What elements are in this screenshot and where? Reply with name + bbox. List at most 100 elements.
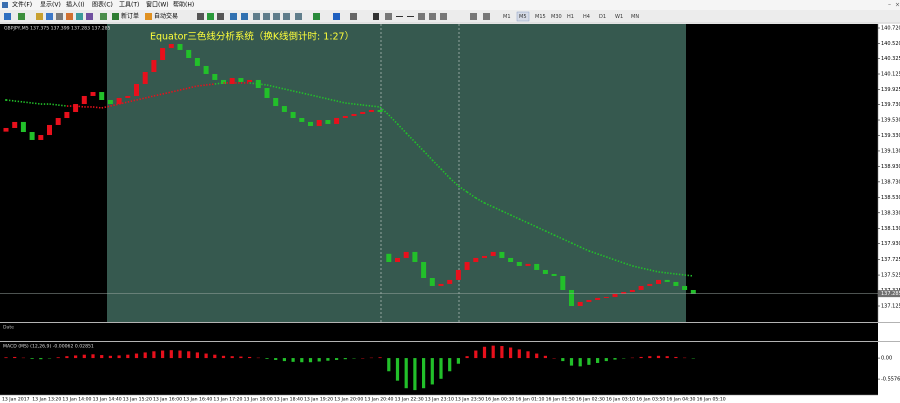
date-label: Date [3, 325, 14, 331]
equator-segment [684, 274, 694, 277]
tool-icon[interactable] [283, 13, 290, 20]
timeframe-button[interactable]: M1 [503, 14, 511, 20]
tool-icon[interactable] [36, 13, 43, 20]
toolbar-icons [4, 13, 490, 20]
timeframe-button[interactable]: H1 [567, 14, 574, 20]
price-axis [878, 24, 900, 322]
auto-trading[interactable]: 自动交易 [154, 12, 178, 20]
macd-bar [587, 358, 591, 365]
app-icon [2, 2, 8, 8]
timeframe-button[interactable]: MN [631, 14, 639, 20]
current-price-label: 137.285 [881, 291, 900, 297]
macd-axis [878, 342, 900, 395]
vline-tool[interactable] [396, 16, 403, 17]
fibo-tool[interactable] [440, 13, 447, 20]
macd-bar [465, 356, 469, 359]
candle-body [334, 118, 340, 124]
cursor-tool[interactable] [373, 13, 379, 20]
auto-trading-icon[interactable] [145, 13, 152, 20]
menu-item[interactable]: 帮助(H) [173, 1, 194, 9]
indicators[interactable] [313, 13, 320, 20]
candle-body [290, 111, 296, 119]
zoom-in[interactable] [230, 13, 237, 20]
macd-bar [221, 355, 226, 359]
x-tick-label: 13 Jan 19:20 [304, 397, 333, 403]
candle-body [464, 261, 470, 270]
templates[interactable] [350, 13, 357, 20]
tool-icon[interactable] [217, 13, 224, 20]
candle-body [499, 251, 505, 258]
channel-tool[interactable] [429, 13, 436, 20]
macd-bar [178, 350, 182, 359]
window-close[interactable]: × [895, 2, 900, 9]
equator-segment [258, 83, 268, 86]
timeframe-button[interactable]: M15 [535, 14, 546, 20]
tool-icon[interactable] [197, 13, 204, 20]
zoom-out[interactable] [241, 13, 248, 20]
candle-body [612, 293, 618, 297]
timeframe-button[interactable]: D1 [599, 14, 606, 20]
window-controls[interactable]: – [888, 2, 891, 9]
tool-icon[interactable] [253, 13, 260, 20]
hline-tool[interactable] [407, 16, 414, 17]
macd-bar [265, 358, 269, 359]
menu-item[interactable]: 窗口(W) [146, 1, 169, 9]
periods[interactable] [333, 13, 340, 20]
macd-bar [4, 357, 8, 359]
tool-icon[interactable] [86, 13, 93, 20]
timeframe-button[interactable]: M30 [551, 14, 562, 20]
tool-icon[interactable] [56, 13, 63, 20]
menu-item[interactable]: 图表(C) [92, 1, 113, 9]
tool-icon[interactable] [100, 13, 107, 20]
macd-bar [535, 353, 539, 359]
timeframe-button[interactable]: H4 [583, 14, 590, 20]
label-tool[interactable] [483, 13, 490, 20]
y-tick-label: 138.330 [881, 210, 900, 216]
candle-body [20, 121, 26, 133]
candle-body [12, 121, 18, 128]
x-tick-label: 13 Jan 23:10 [425, 397, 454, 403]
menu-item[interactable]: 文件(F) [12, 1, 32, 9]
candle-body [429, 278, 435, 286]
y-tick-label: 140.125 [881, 72, 900, 78]
new-order-icon[interactable] [112, 13, 119, 20]
menu-item[interactable]: 插入(I) [66, 1, 84, 9]
tool-icon[interactable] [207, 13, 214, 20]
macd-bar [300, 358, 304, 363]
new-order[interactable]: 新订单 [121, 12, 139, 20]
macd-bar [317, 358, 321, 362]
current-price-box [878, 290, 900, 298]
menu-item[interactable]: 工具(T) [119, 2, 139, 9]
text-tool[interactable] [470, 13, 477, 20]
x-tick-label: 13 Jan 18:40 [274, 397, 303, 403]
equator-segment [405, 132, 416, 143]
tool-icon[interactable] [295, 13, 302, 20]
timeframe-button[interactable]: W1 [615, 14, 623, 20]
tool-icon[interactable] [273, 13, 280, 20]
candle-body [99, 92, 105, 100]
tool-icon[interactable] [66, 13, 73, 20]
equator-segment [345, 102, 355, 105]
equator-segment [658, 271, 668, 274]
equator-segment [206, 83, 215, 86]
macd-bar [378, 357, 382, 359]
candle-body [577, 301, 583, 306]
tool-icon[interactable] [46, 13, 53, 20]
x-tick-label: 13 Jan 22:30 [395, 397, 424, 403]
crosshair-tool[interactable] [385, 13, 392, 20]
macd-bar [604, 358, 608, 362]
x-tick-label: 13 Jan 20:40 [364, 397, 393, 403]
candle-body [664, 279, 670, 282]
tool-icon[interactable] [76, 13, 83, 20]
timeframe-button[interactable]: M5 [519, 14, 527, 20]
tool-icon[interactable] [4, 13, 11, 20]
menu-item[interactable]: 显示(V) [40, 2, 61, 9]
y-tick-label: 139.130 [881, 148, 900, 154]
candle-body [3, 127, 9, 132]
candle-body [168, 44, 174, 49]
y-tick-label: 138.530 [881, 195, 900, 201]
trendline-tool[interactable] [418, 13, 425, 20]
candle-body [621, 292, 627, 294]
tool-icon[interactable] [18, 13, 25, 20]
tool-icon[interactable] [263, 13, 270, 20]
